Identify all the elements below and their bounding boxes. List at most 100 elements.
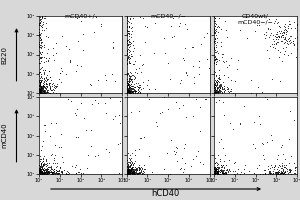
Point [58, 170, 63, 173]
Point [140, 172, 144, 175]
Point [50, 88, 54, 91]
Point [41, 43, 46, 47]
Point [287, 19, 292, 22]
Point [125, 90, 130, 93]
Point [39, 38, 44, 41]
Point [127, 77, 132, 80]
Point [280, 46, 285, 49]
Point [39, 39, 44, 42]
Point [134, 84, 139, 87]
Point [140, 167, 145, 170]
Point [252, 171, 256, 174]
Point [213, 59, 218, 62]
Point [216, 24, 220, 27]
Point [220, 100, 225, 104]
Point [40, 89, 45, 93]
Point [51, 46, 56, 49]
Point [95, 153, 100, 157]
Point [212, 91, 217, 94]
Point [51, 168, 56, 171]
Point [41, 172, 46, 176]
Point [124, 172, 129, 175]
Point [124, 59, 129, 62]
Point [219, 170, 224, 173]
Point [128, 85, 133, 88]
Point [38, 56, 43, 60]
Point [179, 166, 184, 169]
Point [124, 165, 129, 168]
Point [131, 170, 136, 173]
Point [41, 162, 46, 165]
Point [126, 91, 131, 94]
Point [278, 51, 283, 54]
Point [38, 172, 42, 175]
Point [130, 172, 135, 175]
Point [54, 42, 58, 45]
Point [126, 172, 131, 175]
Point [38, 89, 42, 93]
Point [140, 172, 145, 175]
Point [213, 48, 218, 51]
Point [134, 169, 139, 172]
Point [256, 23, 261, 27]
Point [212, 167, 217, 170]
Point [44, 170, 48, 173]
Point [48, 169, 52, 172]
Point [126, 35, 131, 38]
Point [46, 36, 50, 39]
Point [145, 26, 149, 29]
Point [49, 166, 53, 169]
Point [130, 151, 135, 155]
Point [125, 89, 130, 93]
Point [255, 23, 260, 27]
Point [128, 26, 133, 29]
Point [127, 77, 131, 80]
Point [126, 161, 131, 164]
Point [279, 162, 284, 165]
Point [212, 161, 217, 165]
Point [67, 60, 72, 63]
Point [124, 171, 129, 174]
Point [126, 172, 131, 175]
Point [39, 167, 44, 170]
Point [127, 85, 132, 88]
Point [129, 82, 134, 85]
Point [284, 169, 289, 172]
Point [275, 172, 280, 175]
Point [212, 87, 217, 90]
Point [50, 152, 55, 155]
Point [125, 172, 130, 175]
Point [214, 50, 218, 53]
Point [126, 44, 130, 47]
Point [229, 90, 234, 93]
Point [213, 91, 218, 94]
Point [218, 171, 223, 174]
Point [45, 169, 50, 172]
Point [38, 91, 43, 94]
Point [124, 171, 129, 174]
Point [65, 172, 70, 175]
Point [40, 88, 45, 91]
Point [281, 52, 286, 56]
Point [291, 21, 296, 24]
Point [243, 163, 248, 166]
Point [45, 88, 50, 92]
Point [126, 85, 131, 88]
Point [263, 168, 268, 171]
Point [213, 168, 218, 171]
Point [130, 171, 135, 174]
Point [292, 43, 296, 46]
Point [137, 164, 142, 167]
Point [57, 172, 62, 175]
Point [53, 144, 58, 147]
Point [223, 89, 228, 92]
Point [39, 40, 44, 43]
Point [124, 81, 129, 84]
Point [38, 167, 42, 171]
Point [129, 166, 134, 169]
Point [222, 61, 226, 64]
Point [273, 172, 278, 175]
Point [267, 169, 272, 172]
Point [128, 17, 133, 20]
Point [57, 77, 62, 80]
